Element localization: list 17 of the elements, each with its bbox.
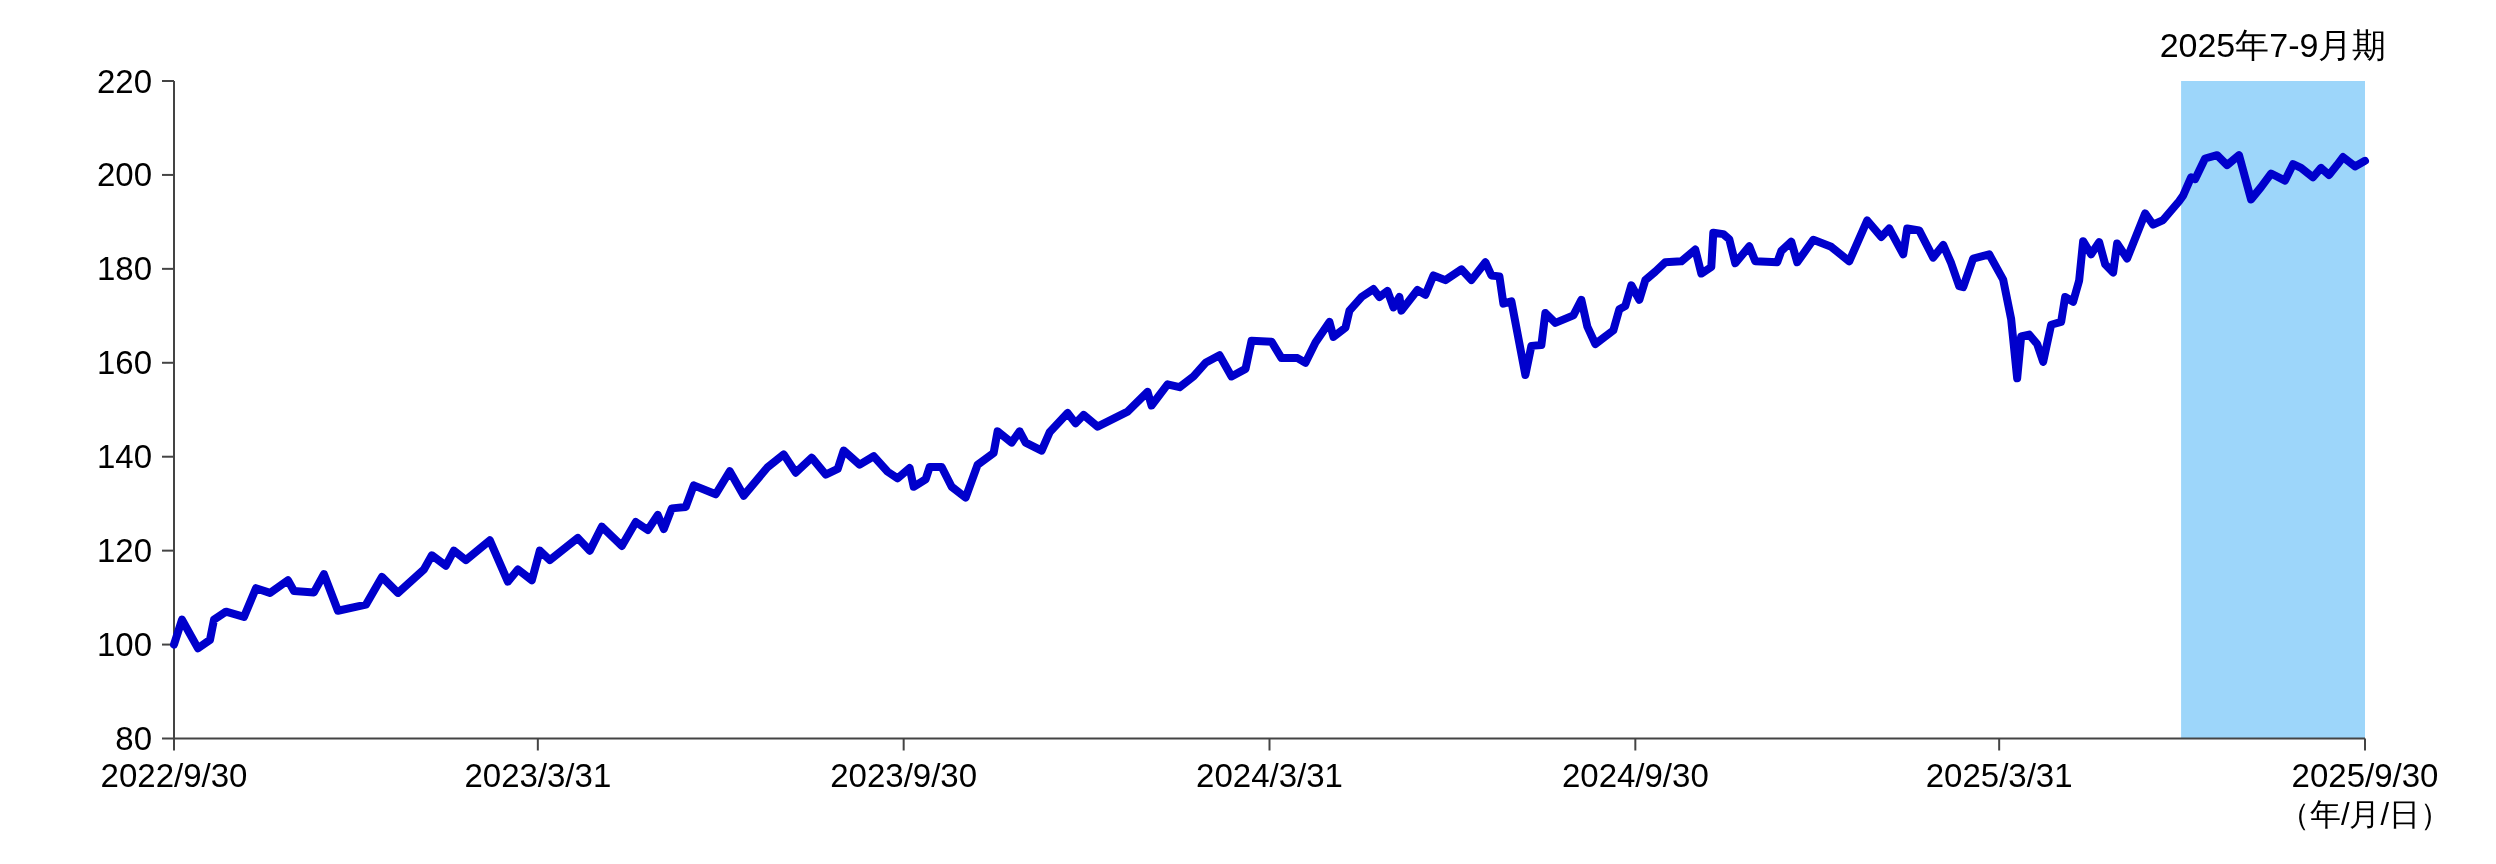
- x-tick-label: 2025/3/31: [1925, 756, 2073, 794]
- x-tick-label: 2022/9/30: [100, 756, 248, 794]
- x-tick-label: 2023/3/31: [464, 756, 612, 794]
- y-tick-label: 160: [96, 344, 152, 382]
- x-axis-title: （年/月/日）: [2278, 796, 2452, 832]
- x-tick-label: 2024/9/30: [1561, 756, 1709, 794]
- band-label: 2025年7-9月期: [2159, 26, 2387, 64]
- y-tick-label: 200: [96, 156, 152, 194]
- y-tick-label: 220: [96, 62, 152, 100]
- x-tick-label: 2023/9/30: [830, 756, 978, 794]
- y-tick-label: 180: [96, 250, 152, 288]
- y-tick-label: 140: [96, 438, 152, 476]
- y-tick-label: 100: [96, 626, 152, 664]
- y-tick-label: 80: [115, 720, 152, 757]
- x-tick-label: 2025/9/30: [2291, 756, 2439, 794]
- y-tick-label: 120: [96, 532, 152, 570]
- x-tick-label: 2024/3/31: [1196, 756, 1343, 794]
